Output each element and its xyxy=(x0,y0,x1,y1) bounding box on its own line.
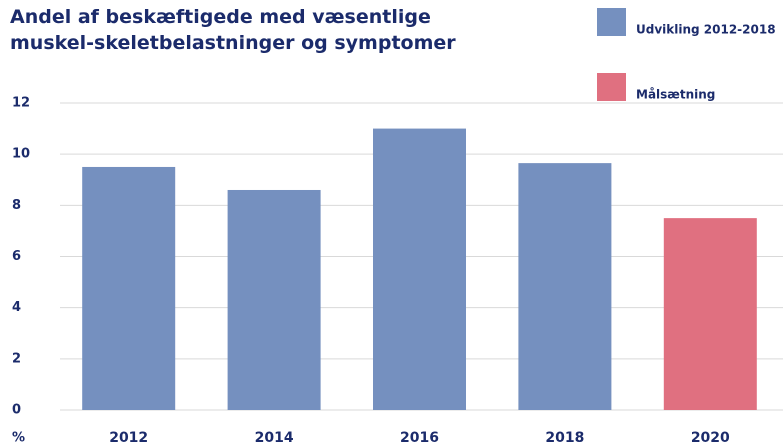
bar xyxy=(518,163,612,410)
x-tick-label: 2020 xyxy=(691,430,730,446)
y-tick-label: 8 xyxy=(12,198,21,213)
bar xyxy=(82,166,176,410)
x-tick-label: 2016 xyxy=(400,430,439,446)
y-tick-label: 6 xyxy=(12,249,21,264)
x-tick-label: 2014 xyxy=(255,430,294,446)
y-axis-label: % xyxy=(12,431,25,446)
bar xyxy=(227,189,321,410)
y-tick-label: 0 xyxy=(12,403,21,418)
legend-label: Målsætning xyxy=(636,88,715,102)
y-tick-label: 4 xyxy=(12,300,21,315)
y-tick-label: 10 xyxy=(12,147,30,162)
y-tick-label: 12 xyxy=(12,96,30,111)
y-tick-label: 2 xyxy=(12,351,21,366)
legend-swatch xyxy=(597,73,626,101)
bar xyxy=(663,218,757,410)
x-tick-label: 2018 xyxy=(545,430,584,446)
bar xyxy=(373,128,466,411)
x-tick-label: 2012 xyxy=(109,430,148,446)
chart-title: Andel af beskæftigede med væsentlige mus… xyxy=(10,6,456,54)
legend-swatch xyxy=(597,8,626,36)
legend-label: Udvikling 2012-2018 xyxy=(636,23,776,37)
